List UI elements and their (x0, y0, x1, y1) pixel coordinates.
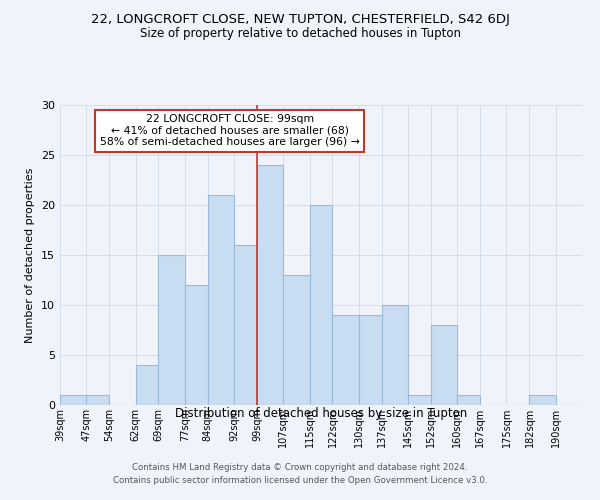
Bar (136, 365, 158, 405)
Bar (158, 255, 185, 405)
Bar (185, 285, 208, 405)
Bar (60, 395, 86, 405)
Bar (310, 205, 332, 405)
Y-axis label: Number of detached properties: Number of detached properties (25, 168, 35, 342)
Bar (283, 275, 310, 405)
Bar (431, 325, 457, 405)
Text: Contains HM Land Registry data © Crown copyright and database right 2024.: Contains HM Land Registry data © Crown c… (132, 462, 468, 471)
Text: 22, LONGCROFT CLOSE, NEW TUPTON, CHESTERFIELD, S42 6DJ: 22, LONGCROFT CLOSE, NEW TUPTON, CHESTER… (91, 12, 509, 26)
Bar (359, 315, 382, 405)
Text: Distribution of detached houses by size in Tupton: Distribution of detached houses by size … (175, 408, 467, 420)
Bar (208, 195, 234, 405)
Bar (529, 395, 556, 405)
Bar (234, 245, 257, 405)
Bar (86, 395, 109, 405)
Text: Size of property relative to detached houses in Tupton: Size of property relative to detached ho… (139, 28, 461, 40)
Bar (457, 395, 480, 405)
Bar (332, 315, 359, 405)
Text: 22 LONGCROFT CLOSE: 99sqm
← 41% of detached houses are smaller (68)
58% of semi-: 22 LONGCROFT CLOSE: 99sqm ← 41% of detac… (100, 114, 359, 147)
Bar (408, 395, 431, 405)
Bar (382, 305, 408, 405)
Bar (257, 165, 283, 405)
Text: Contains public sector information licensed under the Open Government Licence v3: Contains public sector information licen… (113, 476, 487, 485)
